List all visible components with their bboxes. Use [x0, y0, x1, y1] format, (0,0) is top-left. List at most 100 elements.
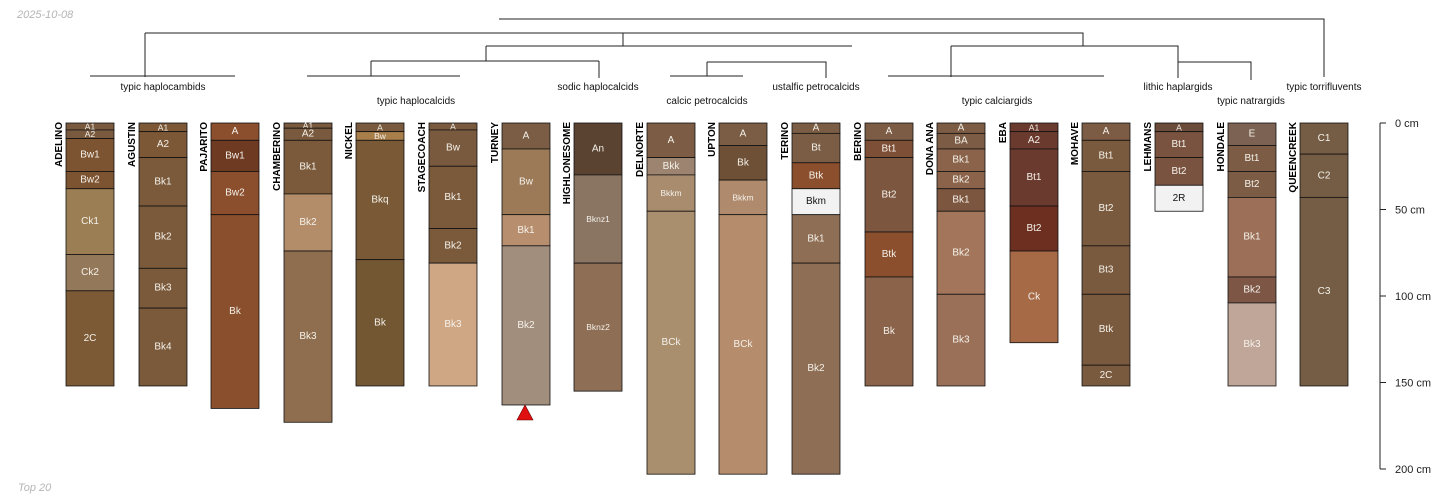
horizon — [864, 231, 914, 278]
horizon-label: A — [958, 123, 965, 134]
horizon-label: Bknz2 — [586, 322, 610, 332]
profile-name: NICKEL — [344, 122, 355, 159]
horizon-label: An — [592, 143, 604, 154]
profile-name: HONDALE — [1216, 122, 1227, 172]
dendro-branch — [951, 45, 1179, 62]
horizon-label: Bkq — [371, 194, 388, 205]
horizon-label: Bk3 — [444, 319, 462, 330]
horizon-label: Bk3 — [952, 335, 970, 346]
horizon-label: Bk1 — [517, 225, 535, 236]
horizon-label: Bk2 — [1243, 284, 1261, 295]
horizon — [1009, 205, 1059, 252]
horizon — [1154, 157, 1204, 186]
taxon-label: typic calciargids — [962, 96, 1033, 107]
horizon-label: Ck1 — [81, 216, 99, 227]
horizon-label: C2 — [1318, 170, 1331, 181]
horizon-label: Bt2 — [1026, 223, 1041, 234]
horizon-label: Bk1 — [952, 155, 970, 166]
horizon-label: Bk2 — [952, 247, 970, 258]
horizon-label: Btk — [809, 170, 824, 181]
horizon — [864, 276, 914, 387]
soil-profile: A Bkk Bkkm BCk DELNORTE — [635, 122, 696, 475]
soil-profile: A Bt1 Bt2 Btk Bk BERINO — [853, 122, 914, 387]
soil-profile: An Bknz1 Bknz2 HIGHLONESOME — [562, 122, 623, 392]
horizon — [718, 145, 768, 181]
soil-profile: A Bw Bk1 Bk2 Bk3 STAGECOACH — [417, 121, 478, 387]
soil-profile: E Bt1 Bt2 Bk1 Bk2 Bk3 HONDALE — [1216, 122, 1277, 387]
horizon-label: Bk1 — [444, 192, 462, 203]
taxon-label: ustalfic petrocalcids — [772, 82, 859, 93]
horizon — [864, 157, 914, 233]
horizon — [1081, 364, 1131, 387]
horizon — [1009, 250, 1059, 344]
horizon — [428, 129, 478, 167]
profile-name: QUEENCREEK — [1288, 121, 1299, 192]
horizon-label: 2C — [84, 333, 97, 344]
horizon — [355, 139, 405, 261]
horizon-label: Bk2 — [807, 363, 825, 374]
dendro-branch — [707, 61, 827, 78]
horizon — [1299, 122, 1349, 155]
horizon-label: A2 — [302, 129, 315, 140]
horizon-label: A — [1103, 126, 1110, 137]
taxon-label: typic haplocambids — [120, 82, 205, 93]
horizon — [791, 132, 841, 164]
axis-tick-label: 0 cm — [1395, 118, 1419, 130]
horizon — [501, 245, 551, 406]
taxon-label: typic haplocalcids — [377, 96, 455, 107]
horizon-label: A — [232, 126, 239, 137]
horizon-label: Bk1 — [1243, 232, 1261, 243]
horizon-label: Bt3 — [1098, 265, 1113, 276]
horizon — [1227, 302, 1277, 387]
horizon-label: Bk2 — [952, 175, 970, 186]
horizon — [718, 214, 768, 475]
horizon — [283, 250, 333, 423]
horizon — [646, 210, 696, 475]
horizon — [65, 290, 115, 387]
soil-profile: A Bt1 Bt2 Bt3 Btk 2C MOHAVE — [1070, 122, 1131, 387]
horizon-label: Btk — [1099, 324, 1114, 335]
profile-name: UPTON — [707, 122, 718, 157]
depth-axis: 0 cm 50 cm 100 cm 150 cm 200 cm — [1379, 118, 1431, 476]
horizon-label: Bk — [883, 326, 896, 337]
horizon-label: Bw — [374, 131, 387, 141]
horizon-label: Ck — [1028, 291, 1041, 302]
profile-name: MOHAVE — [1070, 122, 1081, 165]
horizon-label: Bw2 — [225, 188, 245, 199]
taxon-label: typic torrifluvents — [1286, 82, 1361, 93]
horizon-label: Bt — [811, 143, 821, 154]
horizon-label: Ck2 — [81, 267, 99, 278]
horizon-label: Bk2 — [517, 320, 535, 331]
horizon-label: Bk2 — [299, 217, 317, 228]
axis-tick-label: 150 cm — [1395, 378, 1431, 390]
horizon-label: A1 — [303, 121, 314, 131]
horizon — [138, 205, 188, 269]
horizon-label: Bt1 — [1098, 150, 1113, 161]
horizon-label: A — [886, 126, 893, 137]
horizon-label: Bk — [737, 157, 750, 168]
profile-name: DONA ANA — [925, 122, 936, 175]
horizon-label: Btk — [882, 249, 897, 260]
horizon-label: A1 — [1029, 122, 1040, 132]
horizon — [573, 174, 623, 264]
horizon-label: 2C — [1100, 370, 1113, 381]
soil-profile: C1 C2 C3 QUEENCREEK — [1288, 121, 1349, 387]
horizon-label: A — [1176, 122, 1182, 132]
horizon-label: A2 — [85, 129, 96, 139]
horizon-label: Bk1 — [952, 194, 970, 205]
horizon — [1299, 196, 1349, 387]
horizon-label: Bw1 — [80, 150, 100, 161]
dendro-branch — [499, 18, 1325, 77]
horizon — [210, 214, 260, 409]
horizon — [138, 307, 188, 387]
horizon-label: A — [668, 135, 675, 146]
horizon — [573, 262, 623, 392]
profile-name: STAGECOACH — [417, 122, 428, 192]
horizon-label: Bt2 — [1244, 179, 1259, 190]
horizon-label: Bk — [229, 306, 242, 317]
taxon-label: lithic haplargids — [1144, 82, 1213, 93]
horizon — [1154, 184, 1204, 212]
